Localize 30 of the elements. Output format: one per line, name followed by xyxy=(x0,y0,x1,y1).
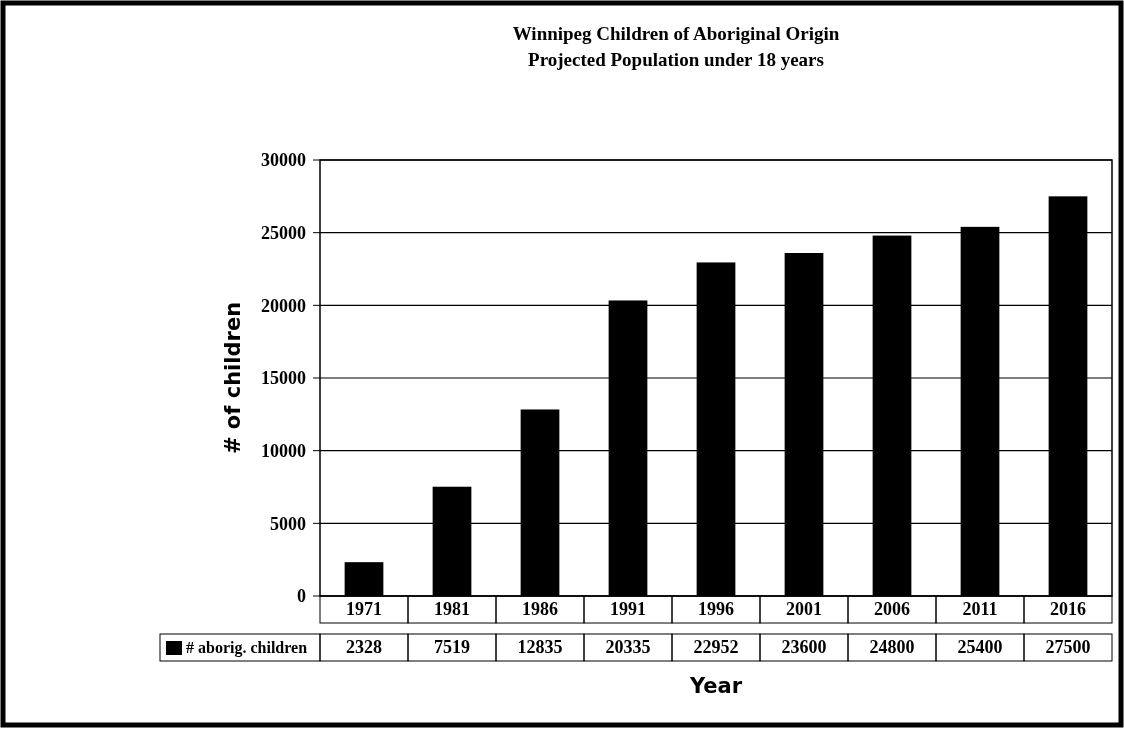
data-label: 20335 xyxy=(605,637,651,657)
x-tick-label: 2011 xyxy=(962,599,998,619)
y-tick-label: 10000 xyxy=(261,440,306,461)
x-tick-label: 2016 xyxy=(1050,599,1086,619)
y-axis-title: # of children xyxy=(221,301,245,455)
data-label: 7519 xyxy=(434,637,470,657)
data-label: 2328 xyxy=(346,637,382,657)
x-tick-label: 1981 xyxy=(434,599,470,619)
data-label: 22952 xyxy=(693,637,739,657)
data-label: 12835 xyxy=(517,637,563,657)
x-tick-label: 2001 xyxy=(786,599,822,619)
data-label: 24800 xyxy=(869,637,915,657)
x-tick-label: 1986 xyxy=(522,599,558,619)
x-tick-label: 1971 xyxy=(346,599,382,619)
y-tick-label: 25000 xyxy=(261,222,306,243)
y-tick-label: 15000 xyxy=(261,368,306,389)
data-label: 25400 xyxy=(957,637,1003,657)
data-label: 27500 xyxy=(1045,637,1091,657)
chart-subtitle: Projected Population under 18 years xyxy=(528,49,824,70)
y-tick-label: 0 xyxy=(297,586,306,607)
x-tick-label: 1991 xyxy=(610,599,646,619)
y-tick-label: 30000 xyxy=(261,150,306,171)
legend-label: # aborig. children xyxy=(186,639,308,657)
data-label: 23600 xyxy=(781,637,827,657)
x-tick-label: 1996 xyxy=(698,599,734,619)
y-tick-label: 5000 xyxy=(270,513,306,534)
y-tick-label: 20000 xyxy=(261,295,306,316)
x-axis-title: Year xyxy=(688,674,743,698)
x-tick-label: 2006 xyxy=(874,599,910,619)
chart-title: Winnipeg Children of Aboriginal Origin xyxy=(512,23,840,44)
